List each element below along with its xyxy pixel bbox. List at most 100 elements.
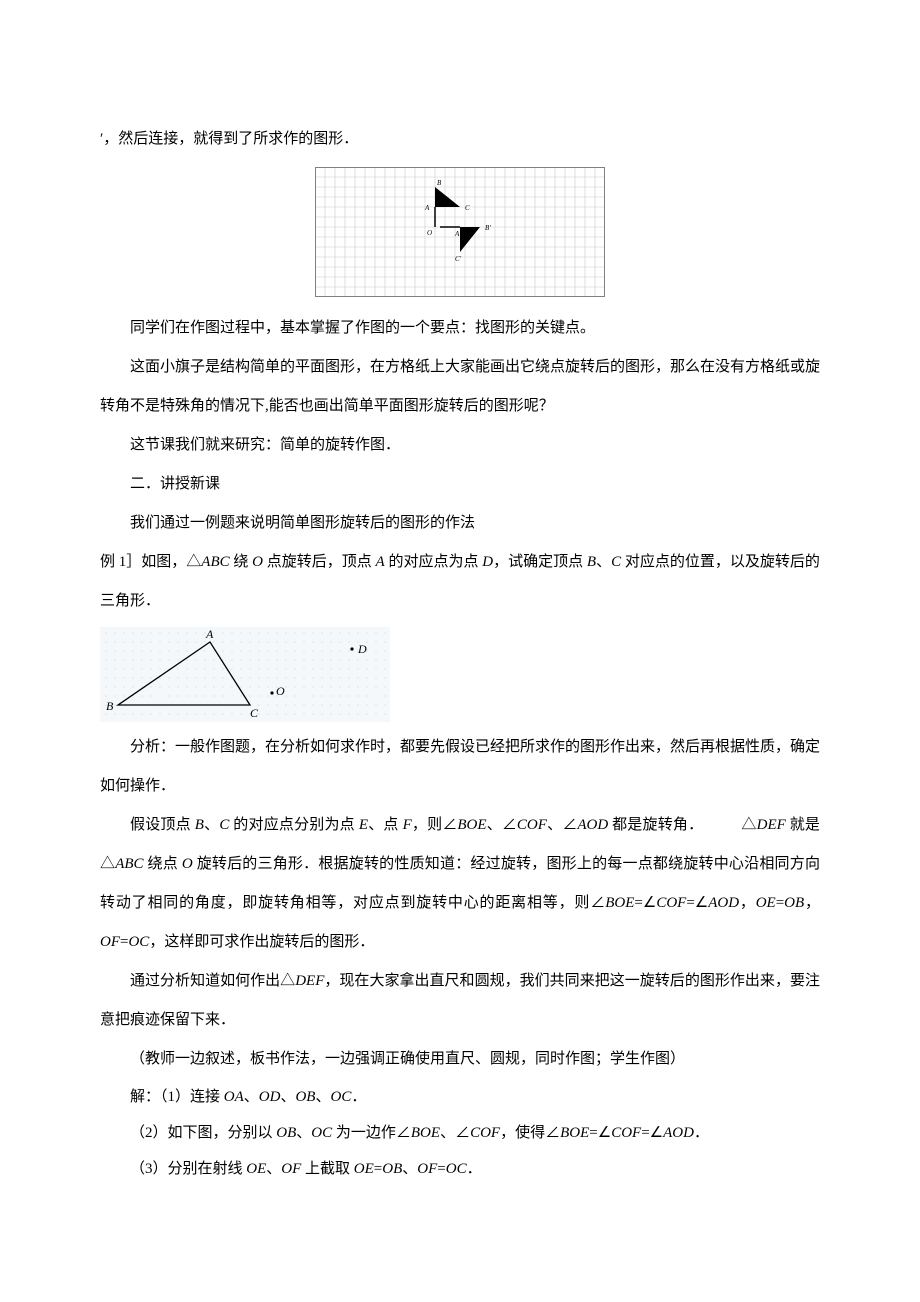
para-analysis: 分析：一般作图题，在分析如何求作时，都要先假设已经把所求作的图形作出来，然后再根… xyxy=(100,728,820,806)
a-s1: 、 xyxy=(204,817,219,833)
para-flag-intro: 这面小旗子是结构简单的平面图形，在方格纸上大家能画出它绕点旋转后的图形，那么在没… xyxy=(100,348,820,426)
a-s5: 、∠ xyxy=(487,817,517,833)
s2-end: ． xyxy=(694,1125,709,1141)
svg-text:A: A xyxy=(205,627,214,641)
a-F: F xyxy=(403,817,412,833)
a-ABC: ABC xyxy=(115,856,143,872)
step-1: 解：（1）连接 OA、OD、OB、OC． xyxy=(100,1079,820,1115)
s2-BOE2: BOE xyxy=(560,1125,589,1141)
s1-OD: OD xyxy=(259,1089,281,1105)
s3-a: （3）分别在射线 xyxy=(130,1161,246,1177)
s3-OE: OE xyxy=(246,1161,266,1177)
ex1-D: D xyxy=(482,554,493,570)
ex1-C: C xyxy=(611,554,621,570)
example-1: 例 1］如图，△ABC 绕 O 点旋转后，顶点 A 的对应点为点 D，试确定顶点… xyxy=(100,543,820,621)
para-teacher: （教师一边叙述，板书作法，一边强调正确使用直尺、圆规，同时作图；学生作图） xyxy=(100,1040,820,1079)
s1-OB: OB xyxy=(295,1089,315,1105)
s3-s2: 、 xyxy=(402,1161,417,1177)
ex1-c: 绕 xyxy=(230,554,253,570)
a-OB: OB xyxy=(784,895,804,911)
a-s13: ，这样即可求作出旋转后的图形． xyxy=(149,934,374,950)
svg-text:B: B xyxy=(106,699,114,713)
a-BOE2: BOE xyxy=(605,895,634,911)
svg-text:O: O xyxy=(427,229,432,237)
a-eq3: = xyxy=(776,895,784,911)
s3-OF2: OF xyxy=(417,1161,437,1177)
s1-s3: 、 xyxy=(315,1089,330,1105)
ex1-e: 点旋转后，顶点 xyxy=(263,554,376,570)
s3-OF: OF xyxy=(281,1161,301,1177)
a-eq2: =∠ xyxy=(686,895,708,911)
s3-OE2: OE xyxy=(354,1161,374,1177)
s3-s1: 、 xyxy=(266,1161,281,1177)
svg-text:B′: B′ xyxy=(485,224,491,232)
grid-figure: A B C O A′ B′ C′ xyxy=(315,167,605,297)
s1-s2: 、 xyxy=(280,1089,295,1105)
section-heading: 二．讲授新课 xyxy=(100,465,820,504)
triangle-figure: A B C O D xyxy=(100,627,390,722)
step-2: （2）如下图，分别以 OB、OC 为一边作∠BOE、∠COF，使得∠BOE=∠C… xyxy=(100,1115,820,1151)
s3-eq: = xyxy=(374,1161,382,1177)
s2-OC: OC xyxy=(311,1125,332,1141)
s1-end: ． xyxy=(351,1089,366,1105)
c-DEF: DEF xyxy=(295,973,324,989)
s3-OB: OB xyxy=(382,1161,402,1177)
para-keypoints: 同学们在作图过程中，基本掌握了作图的一个要点：找图形的关键点。 xyxy=(100,309,820,348)
a-DEF: DEF xyxy=(757,817,786,833)
s2-eq2: =∠ xyxy=(641,1125,663,1141)
a-s6: 、∠ xyxy=(547,817,577,833)
s1-OA: OA xyxy=(224,1089,244,1105)
para-topic: 这节课我们就来研究：简单的旋转作图． xyxy=(100,426,820,465)
s3-OC: OC xyxy=(446,1161,467,1177)
a-s4: ，则∠ xyxy=(412,817,458,833)
ex1-k: 、 xyxy=(596,554,611,570)
a-s9: 绕点 xyxy=(144,856,182,872)
s1-a: 解：（1）连接 xyxy=(130,1089,224,1105)
para-intro-example: 我们通过一例题来说明简单图形旋转后的图形的作法 xyxy=(100,504,820,543)
ex1-O: O xyxy=(252,554,263,570)
svg-text:A′: A′ xyxy=(454,230,461,238)
a-COF: COF xyxy=(517,817,547,833)
para-construct: 通过分析知道如何作出△DEF，现在大家拿出直尺和圆规，我们共同来把这一旋转后的图… xyxy=(100,962,820,1040)
s1-s1: 、 xyxy=(244,1089,259,1105)
a-OC: OC xyxy=(128,934,149,950)
svg-text:D: D xyxy=(357,642,367,656)
top-line: ′，然后连接，就得到了所求作的图形． xyxy=(100,120,820,159)
s2-a: （2）如下图，分别以 xyxy=(130,1125,276,1141)
a-s11: ， xyxy=(739,895,756,911)
a-OE: OE xyxy=(756,895,776,911)
ex1-g: 的对应点为点 xyxy=(385,554,483,570)
svg-text:C: C xyxy=(250,706,259,720)
ex1-B: B xyxy=(587,554,596,570)
svg-text:A: A xyxy=(424,204,430,212)
a-OF: OF xyxy=(100,934,120,950)
svg-text:C′: C′ xyxy=(455,255,462,263)
a-s12: ， xyxy=(804,895,820,911)
a-AOD2: AOD xyxy=(708,895,739,911)
s1-OC: OC xyxy=(330,1089,351,1105)
s2-b: 为一边作∠ xyxy=(332,1125,411,1141)
a-COF2: COF xyxy=(656,895,686,911)
para-assume: 假设顶点 B、C 的对应点分别为点 E、点 F，则∠BOE、∠COF、∠AOD … xyxy=(100,806,820,962)
svg-text:O: O xyxy=(276,684,285,698)
a-s3: 、点 xyxy=(368,817,403,833)
ex1-i: ，试确定顶点 xyxy=(493,554,587,570)
a-s7: 都是旋转角． △ xyxy=(608,817,756,833)
svg-text:B: B xyxy=(437,179,442,187)
ex1-A: A xyxy=(376,554,385,570)
a-pre: 假设顶点 xyxy=(130,817,195,833)
ex1-a: 例 1］如图，△ xyxy=(100,554,201,570)
s2-COF2: COF xyxy=(611,1125,641,1141)
s2-s2: 、∠ xyxy=(440,1125,470,1141)
s2-s1: 、 xyxy=(296,1125,311,1141)
a-E: E xyxy=(359,817,368,833)
s2-eq: =∠ xyxy=(589,1125,611,1141)
a-B: B xyxy=(195,817,204,833)
c-a: 通过分析知道如何作出△ xyxy=(130,973,295,989)
s3-eq2: = xyxy=(437,1161,445,1177)
a-AOD: AOD xyxy=(577,817,608,833)
s2-AOD: AOD xyxy=(663,1125,694,1141)
svg-text:C: C xyxy=(465,204,470,212)
ex1-abc: ABC xyxy=(201,554,229,570)
s2-OB: OB xyxy=(276,1125,296,1141)
